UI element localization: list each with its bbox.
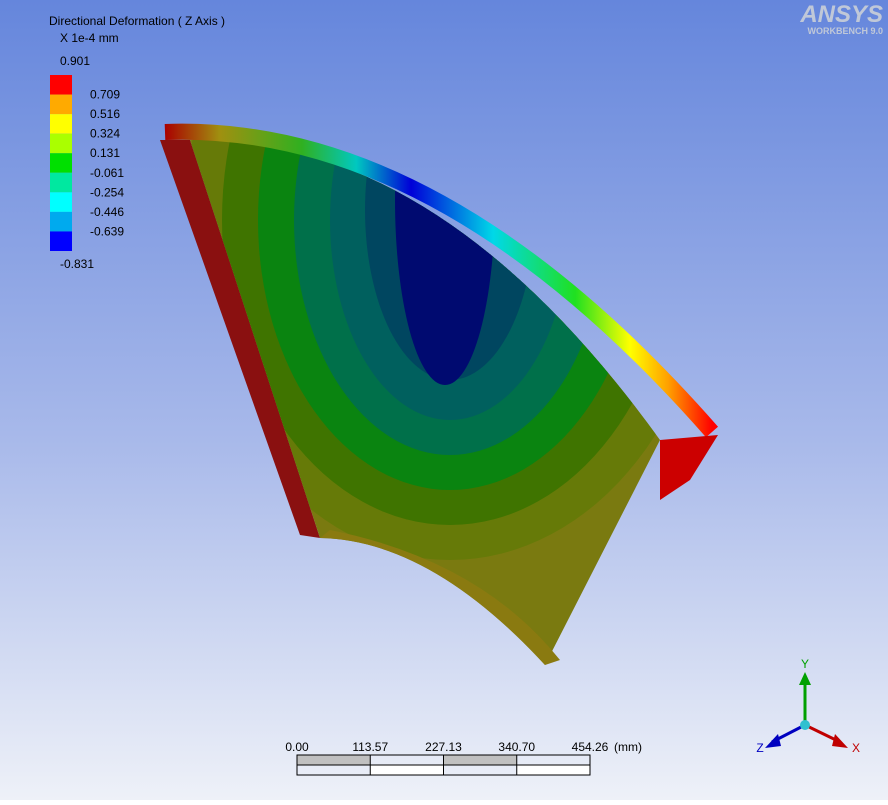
axis-y: Y	[801, 657, 809, 671]
scale-segment	[516, 764, 591, 776]
legend-label: -0.254	[90, 185, 124, 199]
legend-swatch	[50, 153, 72, 173]
legend-label: 0.516	[90, 107, 120, 121]
scale-label: 227.13	[425, 740, 462, 754]
legend-title: Directional Deformation ( Z Axis )	[49, 14, 225, 28]
scale-segment	[443, 754, 518, 766]
legend-unit: X 1e-4 mm	[60, 31, 119, 45]
legend-label: 0.901	[60, 54, 90, 68]
legend-label: 0.324	[90, 127, 120, 141]
triad: Y Z X	[756, 657, 860, 755]
legend: Directional Deformation ( Z Axis ) X 1e-…	[49, 14, 225, 271]
logo-brand: ANSYS	[799, 1, 883, 28]
scale-frame	[296, 754, 591, 776]
side-face	[160, 140, 320, 538]
legend-label: -0.831	[60, 257, 94, 271]
scale-label: 113.57	[352, 740, 388, 754]
axis-x: X	[852, 741, 860, 755]
legend-label: -0.061	[90, 166, 124, 180]
legend-swatch	[50, 133, 72, 154]
scale-segment	[296, 754, 371, 766]
legend-swatch	[50, 211, 72, 232]
scale-segment	[369, 764, 444, 776]
scale-label: 340.70	[498, 740, 535, 754]
legend-label: -0.639	[90, 224, 124, 238]
logo-product: WORKBENCH 9.0	[807, 26, 883, 36]
axis-z: Z	[756, 741, 763, 755]
logo: ANSYS WORKBENCH 9.0	[799, 1, 883, 36]
scale-bar: 0.00 113.57 227.13 340.70 454.26 (mm)	[285, 740, 642, 776]
bottom-face	[320, 530, 560, 665]
legend-label: -0.446	[90, 205, 124, 219]
legend-swatch	[50, 94, 72, 115]
scale-label: 454.26	[572, 740, 609, 754]
legend-label: 0.131	[90, 146, 120, 160]
legend-swatch	[50, 75, 72, 95]
legend-swatch	[50, 231, 72, 251]
legend-swatch	[50, 114, 72, 134]
rim	[164, 123, 719, 438]
legend-swatch	[50, 192, 72, 212]
legend-swatch	[50, 172, 72, 193]
scale-unit: (mm)	[614, 740, 642, 754]
legend-label: 0.709	[90, 88, 120, 102]
end-face	[660, 435, 718, 500]
scale-label: 0.00	[285, 740, 309, 754]
